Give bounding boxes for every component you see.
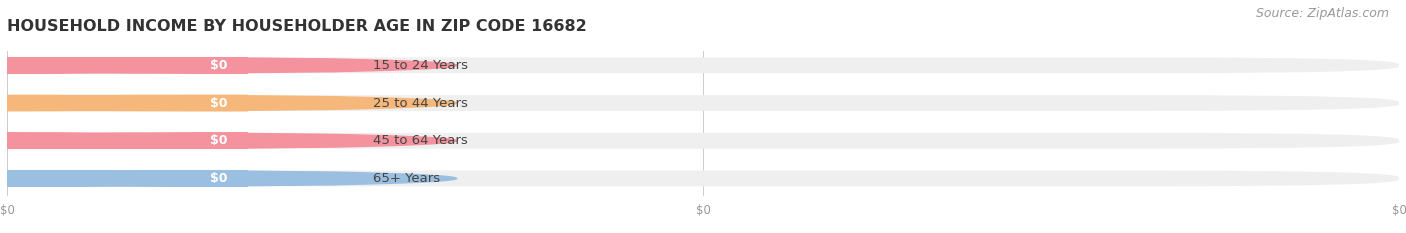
Text: HOUSEHOLD INCOME BY HOUSEHOLDER AGE IN ZIP CODE 16682: HOUSEHOLD INCOME BY HOUSEHOLDER AGE IN Z… [7,19,586,34]
Text: 25 to 44 Years: 25 to 44 Years [373,96,468,110]
Text: 65+ Years: 65+ Years [373,172,440,185]
Text: 15 to 24 Years: 15 to 24 Years [373,59,468,72]
Circle shape [0,58,457,73]
FancyBboxPatch shape [7,171,1399,186]
Text: $0: $0 [209,96,228,110]
FancyBboxPatch shape [51,134,387,147]
FancyBboxPatch shape [51,172,387,185]
Circle shape [0,171,457,186]
FancyBboxPatch shape [51,96,387,110]
Text: 45 to 64 Years: 45 to 64 Years [373,134,468,147]
Circle shape [0,96,457,111]
Circle shape [0,133,457,148]
FancyBboxPatch shape [4,171,247,186]
Text: Source: ZipAtlas.com: Source: ZipAtlas.com [1256,7,1389,20]
Text: $0: $0 [209,172,228,185]
Text: $0: $0 [209,134,228,147]
Text: $0: $0 [209,59,228,72]
FancyBboxPatch shape [7,57,1399,73]
FancyBboxPatch shape [4,134,247,148]
FancyBboxPatch shape [4,96,247,110]
FancyBboxPatch shape [7,133,1399,149]
FancyBboxPatch shape [4,58,247,72]
FancyBboxPatch shape [7,95,1399,111]
FancyBboxPatch shape [51,58,387,72]
